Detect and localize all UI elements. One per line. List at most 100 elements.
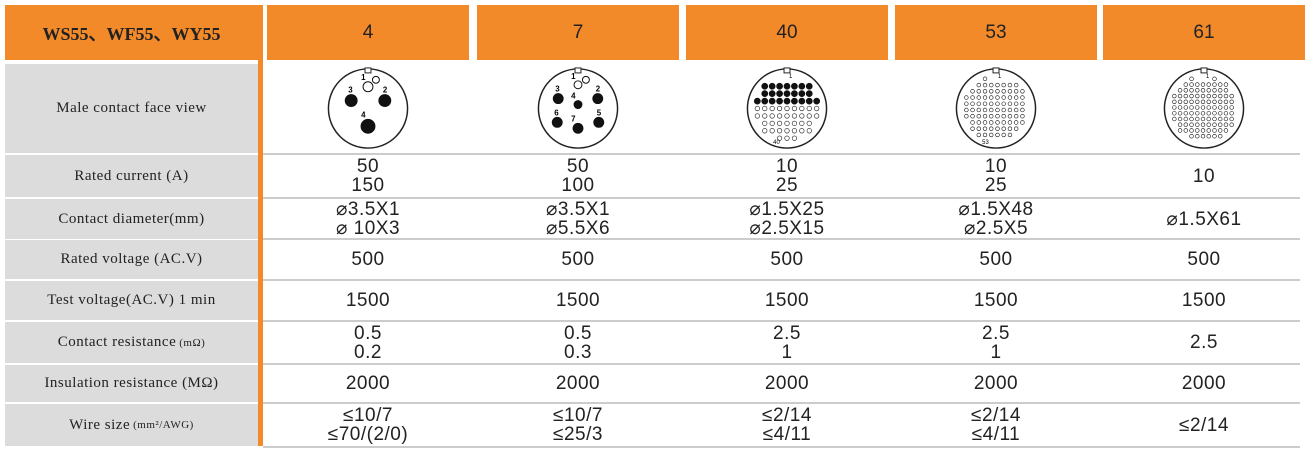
header-pin-count: 40 <box>686 5 888 60</box>
pin <box>964 114 969 119</box>
pin <box>1206 99 1211 104</box>
value-cell: 2.5 1 <box>895 322 1097 363</box>
pin <box>1218 122 1223 127</box>
value-line: 100 <box>561 175 595 196</box>
pin <box>1189 122 1194 127</box>
pin <box>776 90 783 98</box>
pin <box>798 90 806 98</box>
pin <box>1007 101 1013 106</box>
value-cell: ⌀1.5X25 ⌀2.5X15 <box>686 199 888 239</box>
pin <box>1229 116 1234 122</box>
pin <box>976 89 981 94</box>
pin <box>1001 120 1006 125</box>
pin <box>1218 99 1223 104</box>
pin <box>1001 126 1006 131</box>
pin <box>1223 128 1229 133</box>
pin <box>964 107 969 113</box>
pin <box>777 113 783 119</box>
value-line: 10 <box>775 156 799 177</box>
pin <box>1177 99 1183 104</box>
pin <box>769 105 775 112</box>
pin <box>1001 101 1006 106</box>
value-cell: 1500 <box>895 281 1097 320</box>
pin <box>1212 93 1217 99</box>
pin <box>964 101 969 106</box>
header-pin-count: 4 <box>267 5 469 60</box>
pin <box>1212 111 1217 116</box>
pin <box>754 105 760 112</box>
pin <box>1020 89 1025 94</box>
pin <box>762 105 768 112</box>
pin <box>976 95 981 100</box>
value-line: 2000 <box>1181 373 1227 394</box>
value-cell: 2000 <box>477 365 679 402</box>
value-cell: 10 25 <box>686 155 888 197</box>
pin <box>1200 99 1206 104</box>
header-pin-count: 53 <box>895 5 1097 60</box>
pin <box>1177 105 1183 110</box>
value-cell: 2000 <box>686 365 888 402</box>
key-notch <box>992 67 1000 74</box>
pin <box>1183 128 1188 133</box>
pin <box>1013 95 1019 100</box>
pin <box>1195 116 1200 122</box>
pin <box>1020 107 1025 113</box>
value-cell: 500 <box>895 240 1097 279</box>
row-divider <box>263 363 1300 365</box>
pin <box>1223 111 1229 116</box>
pin <box>762 120 768 126</box>
pin <box>1195 88 1200 93</box>
pin <box>1189 76 1194 82</box>
pin <box>982 107 988 113</box>
pin <box>970 114 975 119</box>
value-line: 0.5 <box>354 322 382 344</box>
pin <box>791 135 797 141</box>
value-line: ⌀ 10X3 <box>335 218 401 239</box>
value-cell: 1500 <box>477 281 679 320</box>
pin <box>1189 88 1194 93</box>
pin <box>1172 93 1177 99</box>
pin <box>982 101 988 106</box>
row-label: Contact resistance (mΩ) <box>5 322 258 363</box>
value-cell: 500 <box>686 240 888 279</box>
pin <box>1229 111 1234 116</box>
value-line: ≤25/3 <box>553 424 603 445</box>
pin <box>805 97 813 105</box>
pin <box>1206 105 1211 110</box>
value-cell: 0.5 0.3 <box>477 322 679 363</box>
value-cell: ≤2/14 <box>1103 404 1305 446</box>
pin <box>976 82 981 88</box>
pin <box>784 113 790 119</box>
pin <box>995 132 1000 138</box>
pin <box>799 120 805 126</box>
value-line: 1500 <box>764 290 810 311</box>
value-line: 1500 <box>555 290 601 311</box>
pin <box>814 105 820 112</box>
pin <box>1183 88 1188 93</box>
value-line: 2.5 <box>1190 332 1218 353</box>
pin <box>982 132 988 138</box>
pin <box>777 135 783 141</box>
pin <box>1183 111 1188 116</box>
pin <box>768 82 776 90</box>
pin <box>791 105 797 112</box>
pin <box>799 128 805 134</box>
pin <box>970 101 975 106</box>
pin <box>1172 111 1177 116</box>
value-cell: ≤10/7 ≤70/(2/0) <box>267 404 469 446</box>
pin <box>799 105 805 112</box>
pin <box>1183 99 1188 104</box>
value-cell: ⌀3.5X1 ⌀ 10X3 <box>267 199 469 239</box>
pin <box>1177 111 1183 116</box>
value-line: 2000 <box>973 373 1019 394</box>
pin <box>791 113 797 119</box>
row-label: Wire size (mm²/AWG) <box>5 404 258 446</box>
pin-label: 2 <box>383 86 388 95</box>
pin <box>1212 88 1217 93</box>
pin <box>761 82 769 90</box>
pin <box>1223 105 1229 110</box>
pin-label: 1 <box>571 72 576 81</box>
pin <box>1206 116 1211 122</box>
pin <box>1177 128 1183 133</box>
pin <box>551 116 563 128</box>
